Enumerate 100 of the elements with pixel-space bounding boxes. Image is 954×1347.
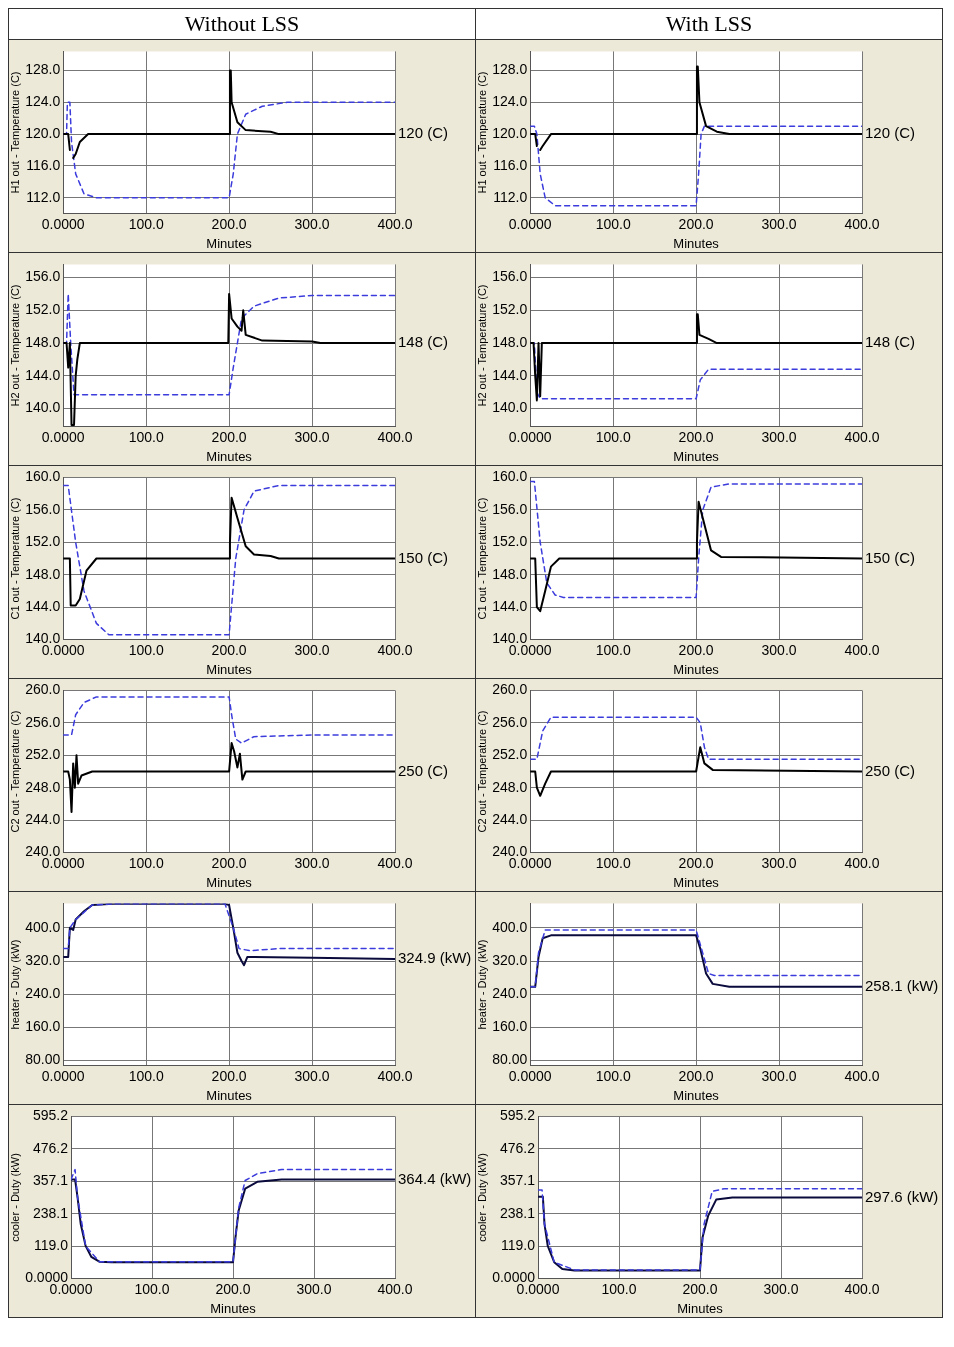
line-series [63, 696, 395, 744]
y-axis-title: H2 out - Temperature (C) [475, 284, 488, 407]
y-tick-label: 152.0 [25, 533, 61, 550]
y-tick-label: 124.0 [492, 93, 528, 110]
y-axis-title: C1 out - Temperature (C) [475, 497, 488, 620]
x-tick-label: 200.0 [211, 215, 247, 232]
x-tick-label: 200.0 [678, 1067, 714, 1084]
text: 150 (C) [398, 548, 449, 566]
x-axis-title: Minutes [673, 1087, 720, 1103]
text: 120 (C) [398, 124, 449, 142]
line-series [63, 101, 395, 199]
y-tick-label: 119.0 [501, 1237, 536, 1254]
y-tick-label: 357.1 [499, 1172, 536, 1189]
x-tick-label: 100.0 [595, 1067, 631, 1084]
x-tick-label: 400.0 [844, 641, 880, 658]
y-tick-label: 140.0 [492, 399, 528, 416]
y-tick-label: 160.0 [25, 1018, 61, 1035]
x-tick-label: 200.0 [211, 854, 247, 871]
y-tick-label: 116.0 [493, 156, 528, 173]
x-tick-label: 400.0 [844, 428, 880, 445]
x-axis-title: Minutes [206, 448, 253, 464]
x-tick-label: 400.0 [377, 641, 413, 658]
y-tick-label: 144.0 [25, 366, 61, 383]
line-series [63, 484, 395, 636]
y-axis-title: H2 out - Temperature (C) [8, 284, 21, 407]
y-tick-label: 400.0 [25, 918, 61, 935]
x-tick-label: 300.0 [294, 641, 330, 658]
y-axis-title: cooler - Duty (kW) [475, 1153, 488, 1242]
y-tick-label: 240.0 [492, 985, 528, 1002]
y-tick-label: 240.0 [25, 985, 61, 1002]
x-axis-title: Minutes [206, 661, 253, 677]
y-tick-label: 156.0 [25, 500, 61, 517]
x-axis-title: Minutes [673, 874, 720, 890]
y-tick-label: 124.0 [25, 93, 61, 110]
y-tick-label: 120.0 [492, 124, 528, 141]
y-tick-label: 148.0 [492, 333, 528, 350]
x-tick-label: 100.0 [595, 428, 631, 445]
y-tick-label: 244.0 [492, 811, 528, 828]
x-tick-label: 200.0 [211, 428, 247, 445]
y-tick-label: 160.0 [492, 468, 528, 485]
text: 258.1 (kW) [865, 976, 939, 994]
y-tick-label: 160.0 [492, 1018, 528, 1035]
y-tick-label: 320.0 [492, 951, 528, 968]
y-tick-label: 128.0 [492, 61, 528, 78]
y-tick-label: 128.0 [25, 61, 61, 78]
x-tick-label: 100.0 [128, 215, 164, 232]
y-tick-label: 144.0 [25, 598, 61, 615]
y-axis-title: C2 out - Temperature (C) [475, 710, 488, 833]
y-tick-label: 357.1 [32, 1172, 69, 1189]
text: 120 (C) [865, 124, 916, 142]
x-tick-label: 100.0 [134, 1280, 170, 1297]
x-tick-label: 400.0 [377, 854, 413, 871]
x-tick-label: 300.0 [761, 854, 797, 871]
y-tick-label: 80.00 [25, 1051, 61, 1068]
text: 297.6 (kW) [865, 1187, 939, 1205]
y-tick-label: 252.0 [25, 746, 61, 763]
x-axis-title: Minutes [206, 1087, 253, 1103]
x-axis-title: Minutes [673, 235, 720, 251]
y-tick-label: 148.0 [25, 565, 61, 582]
x-tick-label: 400.0 [844, 1280, 880, 1297]
y-tick-label: 238.1 [499, 1204, 536, 1221]
x-axis-title: Minutes [673, 448, 720, 464]
line-series [63, 293, 395, 396]
x-tick-label: 200.0 [215, 1280, 251, 1297]
x-tick-label: 100.0 [128, 428, 164, 445]
x-tick-label: 300.0 [761, 641, 797, 658]
x-axis-title: Minutes [677, 1300, 724, 1316]
y-tick-label: 152.0 [492, 533, 528, 550]
y-tick-label: 152.0 [25, 301, 61, 318]
x-tick-label: 400.0 [377, 1280, 413, 1297]
x-tick-label: 100.0 [128, 854, 164, 871]
x-tick-label: 400.0 [844, 854, 880, 871]
y-axis-title: H1 out - Temperature (C) [475, 71, 488, 194]
y-tick-label: 595.2 [499, 1107, 536, 1124]
y-tick-label: 156.0 [492, 500, 528, 517]
x-tick-label: 400.0 [844, 1067, 880, 1084]
y-axis-title: C2 out - Temperature (C) [8, 710, 21, 833]
y-tick-label: 148.0 [492, 565, 528, 582]
y-tick-label: 476.2 [499, 1139, 536, 1156]
y-tick-label: 144.0 [492, 598, 528, 615]
x-tick-label: 100.0 [595, 854, 631, 871]
line-series [530, 125, 862, 207]
y-tick-label: 320.0 [25, 951, 61, 968]
y-tick-label: 244.0 [25, 811, 61, 828]
x-tick-label: 300.0 [761, 428, 797, 445]
y-axis-title: C1 out - Temperature (C) [8, 497, 21, 620]
text: 324.9 (kW) [398, 949, 472, 967]
x-tick-label: 300.0 [294, 215, 330, 232]
y-tick-label: 400.0 [492, 918, 528, 935]
y-tick-label: 256.0 [25, 713, 61, 730]
x-tick-label: 200.0 [678, 215, 714, 232]
y-tick-label: 238.1 [32, 1204, 69, 1221]
x-axis-title: Minutes [206, 874, 253, 890]
text: 150 (C) [865, 548, 916, 566]
y-tick-label: 256.0 [492, 713, 528, 730]
x-tick-label: 300.0 [294, 854, 330, 871]
y-tick-label: 260.0 [492, 681, 528, 698]
y-axis-title: heater - Duty (kW) [8, 939, 21, 1030]
x-tick-label: 400.0 [377, 215, 413, 232]
chart-title: Without LSS [9, 9, 475, 40]
